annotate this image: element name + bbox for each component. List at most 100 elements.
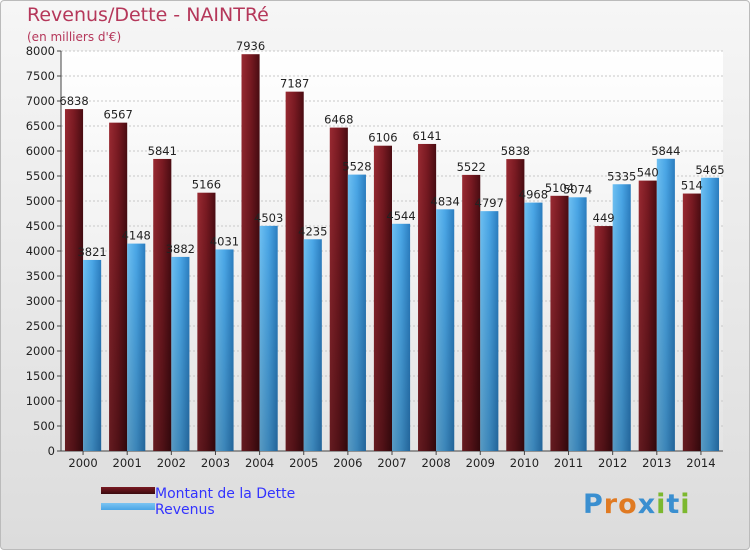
bar-revenus-shade bbox=[700, 177, 720, 451]
x-tick-label: 2005 bbox=[289, 456, 318, 470]
x-tick-label: 2007 bbox=[377, 456, 406, 470]
x-tick-label: 2014 bbox=[686, 456, 715, 470]
x-tick-label: 2002 bbox=[157, 456, 186, 470]
data-label-dette: 5166 bbox=[192, 178, 221, 192]
x-tick-label: 2000 bbox=[68, 456, 97, 470]
logo-letter: P bbox=[583, 489, 604, 520]
bar-dette-shade bbox=[241, 54, 260, 451]
logo-letter: x bbox=[637, 489, 657, 520]
bar-dette-shade bbox=[64, 109, 84, 451]
bar-revenus-shade bbox=[171, 256, 190, 451]
bar-dette-shade bbox=[418, 143, 437, 451]
logo-letter: r bbox=[603, 489, 619, 520]
logo-letter: o bbox=[618, 489, 638, 520]
bar-dette-shade bbox=[153, 158, 172, 451]
data-label-revenus: 4834 bbox=[431, 194, 460, 208]
data-label-revenus: 5335 bbox=[607, 169, 636, 183]
data-label-dette: 7187 bbox=[280, 77, 309, 91]
data-label-dette: 5841 bbox=[148, 144, 177, 158]
x-tick-label: 2013 bbox=[642, 456, 671, 470]
y-tick-label: 1000 bbox=[26, 394, 55, 408]
data-label-dette: 6838 bbox=[59, 94, 88, 108]
bar-dette-shade bbox=[462, 174, 481, 451]
bar-revenus-shade bbox=[127, 243, 146, 451]
y-tick-label: 0 bbox=[48, 444, 55, 458]
data-label-dette: 6567 bbox=[104, 108, 133, 122]
bar-dette-shade bbox=[550, 195, 569, 451]
data-label-revenus: 4031 bbox=[210, 234, 239, 248]
chart-title: Revenus/Dette - NAINTRé bbox=[27, 4, 269, 26]
data-label-dette: 7936 bbox=[236, 39, 265, 53]
bar-revenus-shade bbox=[612, 184, 631, 451]
y-tick-label: 500 bbox=[33, 419, 55, 433]
bar-revenus-shade bbox=[215, 249, 234, 451]
data-label-dette: 6141 bbox=[412, 129, 441, 143]
proxiti-logo: Proxiti bbox=[583, 489, 691, 520]
data-label-revenus: 4797 bbox=[475, 196, 504, 210]
bar-dette-shade bbox=[109, 122, 128, 452]
y-tick-label: 5000 bbox=[26, 194, 55, 208]
data-label-dette: 449 bbox=[593, 211, 615, 225]
bar-dette-shade bbox=[682, 193, 701, 452]
data-label-revenus: 3882 bbox=[166, 242, 195, 256]
legend-swatch-dette bbox=[101, 487, 155, 494]
x-tick-label: 2012 bbox=[598, 456, 627, 470]
y-tick-label: 1500 bbox=[26, 369, 55, 383]
x-tick-label: 2009 bbox=[466, 456, 495, 470]
data-label-dette: 5522 bbox=[457, 160, 486, 174]
bar-revenus-shade bbox=[392, 223, 411, 451]
data-label-revenus: 5074 bbox=[563, 182, 592, 196]
data-label-dette: 5104 bbox=[545, 181, 574, 195]
bar-dette-shade bbox=[638, 180, 657, 451]
bar-dette-shade bbox=[329, 127, 348, 451]
y-tick-label: 3000 bbox=[26, 294, 55, 308]
bar-dette-shade bbox=[506, 159, 525, 451]
data-label-revenus: 3821 bbox=[77, 245, 106, 259]
x-tick-label: 2001 bbox=[113, 456, 142, 470]
y-tick-label: 2500 bbox=[26, 319, 55, 333]
y-tick-label: 2000 bbox=[26, 344, 55, 358]
data-label-revenus: 4968 bbox=[519, 188, 548, 202]
bar-revenus-shade bbox=[480, 211, 499, 451]
y-tick-label: 8000 bbox=[26, 44, 55, 58]
y-tick-label: 4000 bbox=[26, 244, 55, 258]
data-label-dette: 6468 bbox=[324, 113, 353, 127]
y-tick-label: 6000 bbox=[26, 144, 55, 158]
bar-revenus-shade bbox=[524, 202, 543, 451]
legend-label-dette: Montant de la Dette bbox=[155, 486, 296, 502]
logo-letter: i bbox=[680, 489, 691, 520]
data-label-dette: 5838 bbox=[501, 144, 530, 158]
y-tick-label: 4500 bbox=[26, 219, 55, 233]
data-label-dette: 6106 bbox=[368, 131, 397, 145]
data-label-revenus: 4148 bbox=[122, 229, 151, 243]
y-tick-label: 7000 bbox=[26, 94, 55, 108]
y-tick-label: 6500 bbox=[26, 119, 55, 133]
data-label-dette: 514 bbox=[681, 179, 703, 193]
data-label-revenus: 4544 bbox=[386, 209, 415, 223]
data-label-revenus: 5528 bbox=[342, 160, 371, 174]
x-tick-label: 2008 bbox=[421, 456, 450, 470]
chart-subtitle: (en milliers d'€) bbox=[27, 30, 122, 44]
bar-revenus-shade bbox=[347, 174, 366, 451]
logo-letter: i bbox=[656, 489, 667, 520]
bar-dette-shade bbox=[285, 91, 304, 452]
y-tick-label: 7500 bbox=[26, 69, 55, 83]
bar-revenus-shade bbox=[303, 239, 322, 451]
logo-letter: t bbox=[666, 489, 681, 520]
bar-revenus-shade bbox=[259, 225, 278, 451]
data-label-revenus: 4503 bbox=[254, 211, 283, 225]
x-tick-label: 2004 bbox=[245, 456, 274, 470]
bar-revenus-shade bbox=[568, 197, 587, 451]
data-label-revenus: 5465 bbox=[695, 163, 724, 177]
y-tick-label: 5500 bbox=[26, 169, 55, 183]
x-tick-label: 2006 bbox=[333, 456, 362, 470]
bar-dette-shade bbox=[594, 226, 613, 451]
bar-dette-shade bbox=[373, 145, 392, 451]
bar-revenus-shade bbox=[656, 158, 675, 452]
data-label-revenus: 5844 bbox=[651, 144, 680, 158]
legend-swatch-revenus bbox=[101, 503, 155, 510]
bar-dette-shade bbox=[197, 192, 216, 451]
y-tick-label: 3500 bbox=[26, 269, 55, 283]
